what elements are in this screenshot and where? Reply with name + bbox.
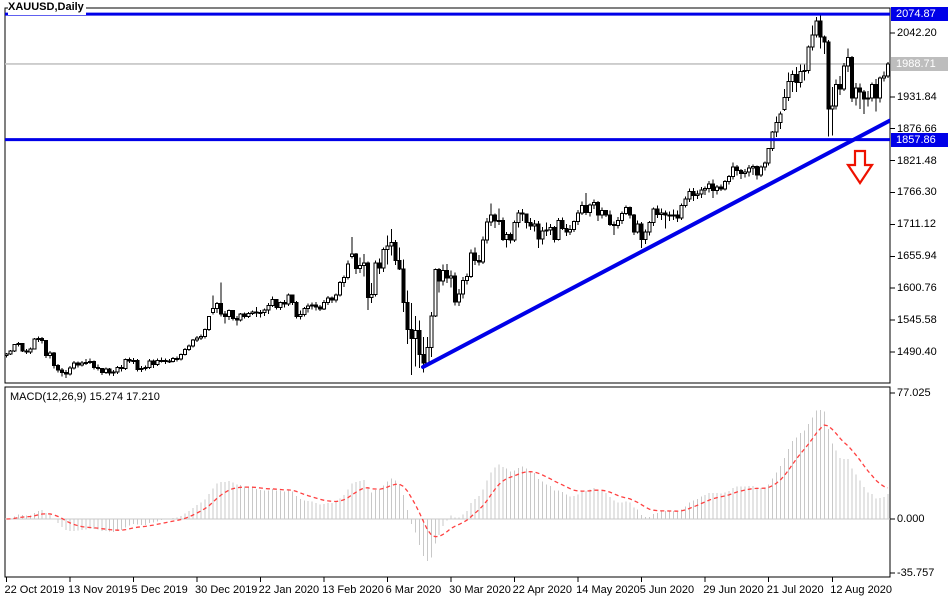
date-axis-label: 13 Feb 2020 <box>322 584 384 596</box>
date-axis-label: 22 Jan 2020 <box>258 584 320 596</box>
sell-arrow[interactable] <box>845 149 875 185</box>
price-axis-label: 1766.30 <box>897 186 937 199</box>
macd-axis-label: 77.025 <box>897 387 931 399</box>
date-axis-label: 29 Jun 2020 <box>703 584 764 596</box>
price-axis-label: 1821.48 <box>897 154 937 167</box>
macd-axis-label: 0.000 <box>897 513 925 525</box>
price-axis-label: 1600.76 <box>897 282 937 295</box>
date-axis-label: 30 Dec 2019 <box>195 584 258 596</box>
price-axis-label: 2042.20 <box>897 27 937 39</box>
price-axis-label: 1655.94 <box>897 250 937 263</box>
macd-signal-line[interactable] <box>6 424 889 538</box>
date-axis-label: 5 Jun 2020 <box>639 584 695 596</box>
macd-axis-label: -35.757 <box>897 567 935 579</box>
symbol-title: XAUUSD,Daily <box>8 1 86 15</box>
price-axis-label: 1857.86 <box>891 132 948 147</box>
date-axis-label: 21 Jul 2020 <box>766 584 824 596</box>
date-axis-label: 22 Oct 2019 <box>4 584 65 596</box>
price-axis-label: 1711.12 <box>897 218 936 231</box>
price-pane-border <box>4 7 891 384</box>
date-axis-label: 6 Mar 2020 <box>385 584 442 596</box>
macd-pane-border <box>4 386 891 578</box>
date-axis-label: 30 Mar 2020 <box>449 584 511 596</box>
macd-histogram <box>9 409 889 562</box>
date-axis-label: 14 May 2020 <box>576 584 640 596</box>
price-axis-label: 1876.66 <box>897 122 937 135</box>
date-axis-label: 12 Aug 2020 <box>830 584 893 596</box>
price-axis-label: 1988.71 <box>891 56 948 71</box>
price-axis-label: 2074.87 <box>891 7 948 22</box>
date-axis-label: 13 Nov 2019 <box>68 584 131 596</box>
macd-indicator-label: MACD(12,26,9) 15.274 17.210 <box>8 391 162 404</box>
candles <box>5 14 890 379</box>
price-axis-label: 1931.84 <box>897 90 937 103</box>
date-axis-label: 5 Dec 2019 <box>131 584 188 596</box>
support-trendline[interactable] <box>421 118 891 369</box>
price-axis-label: 1545.58 <box>897 314 937 327</box>
date-axis-label: 22 Apr 2020 <box>512 584 572 596</box>
price-axis-label: 1490.40 <box>897 345 937 358</box>
